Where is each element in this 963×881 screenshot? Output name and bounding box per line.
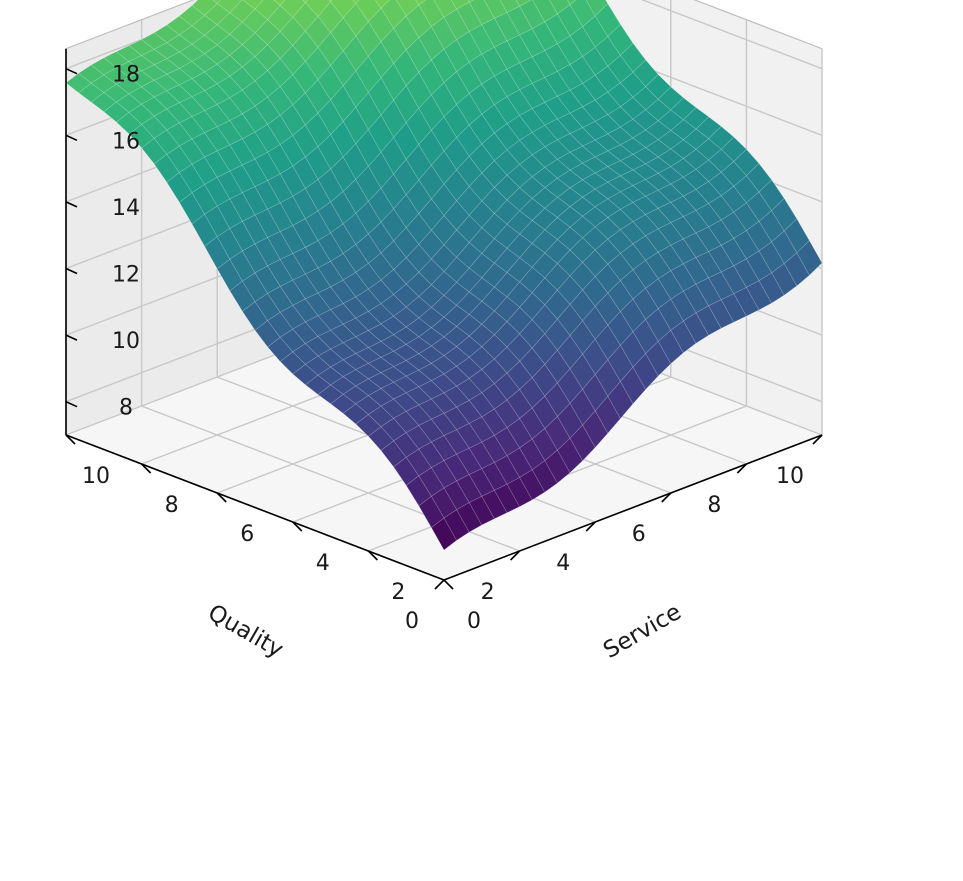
surface-mesh [65, 0, 823, 551]
x-tick-mark [292, 521, 303, 532]
x-tick-label: 8 [165, 493, 179, 518]
y-tick-label: 2 [481, 580, 495, 605]
surface-facet [515, 0, 532, 7]
z-tick-mark [65, 400, 78, 408]
surface-facet [229, 0, 256, 23]
surface-facet [519, 0, 546, 30]
surface-facet [191, 0, 218, 16]
x-tick-label: 4 [316, 551, 330, 576]
x-tick-mark [367, 550, 378, 561]
y-tick-mark [661, 492, 672, 503]
z-tick-label: 16 [112, 129, 140, 154]
surface-facet [355, 0, 382, 23]
y-tick-mark [434, 579, 445, 590]
y-tick-label: 4 [556, 551, 570, 576]
x-tick-mark [216, 492, 227, 503]
z-tick-mark [65, 267, 78, 275]
y-tick-label: 6 [632, 522, 646, 547]
y-tick-mark [585, 521, 596, 532]
surface-facet [273, 0, 286, 6]
gridline-y [140, 19, 520, 552]
surface-facet [499, 0, 521, 13]
z-tick-mark [65, 201, 78, 208]
surface-facet [433, 0, 458, 18]
y-tick-mark [736, 463, 747, 474]
y-tick-mark [510, 550, 521, 561]
z-tick-label: 14 [112, 196, 140, 221]
x-tick-label: 0 [467, 609, 481, 634]
y-tick-label: 10 [776, 464, 804, 489]
z-tick-mark [65, 334, 78, 341]
surface-facet [242, 0, 264, 10]
surface-facet [532, 0, 558, 23]
z-tick-mark [65, 134, 78, 142]
surface-facet [467, 0, 475, 3]
z-tick-mark [65, 67, 78, 75]
y-axis-line [443, 434, 823, 581]
x-axis-line [65, 434, 445, 581]
surface-facet [569, 0, 596, 28]
x-tick-label: 2 [391, 580, 405, 605]
surface-facet [395, 0, 420, 17]
surface-facet [418, 0, 445, 28]
surface-facet [549, 0, 571, 15]
y-tick-mark [812, 434, 823, 445]
z-tick-label: 10 [112, 329, 140, 354]
surface-facet [375, 0, 390, 9]
y-axis-label: Service [599, 599, 686, 664]
pane-edge-top [65, 0, 823, 50]
surface-facet [567, 0, 576, 6]
x-tick-label: 6 [240, 522, 254, 547]
surface-facet [328, 0, 333, 3]
x-axis-label: Quality [203, 600, 287, 664]
surface-facet [302, 0, 308, 3]
axes [65, 48, 823, 590]
surface-facet [330, 0, 357, 19]
surface-facet [216, 0, 243, 14]
surface-facet [468, 0, 495, 25]
x-tick-mark [141, 463, 152, 474]
surface-facet [212, 0, 221, 4]
y-tick-label: 0 [405, 609, 419, 634]
x-tick-mark [65, 434, 76, 445]
surface-facet [279, 0, 306, 18]
surface-facet [483, 0, 508, 19]
y-tick-label: 8 [707, 493, 721, 518]
surface-facet [450, 0, 470, 10]
x-tick-mark [443, 579, 454, 590]
surface-facet [380, 0, 407, 29]
z-tick-label: 12 [112, 263, 140, 288]
surface-facet [254, 0, 281, 20]
surface-facet [415, 0, 427, 6]
surface-facet [352, 0, 360, 4]
z-tick-label: 18 [112, 63, 140, 88]
surface-facet [305, 0, 331, 17]
surface-facet [585, 0, 609, 17]
z-tick-label: 8 [119, 396, 133, 421]
x-tick-label: 10 [82, 464, 110, 489]
